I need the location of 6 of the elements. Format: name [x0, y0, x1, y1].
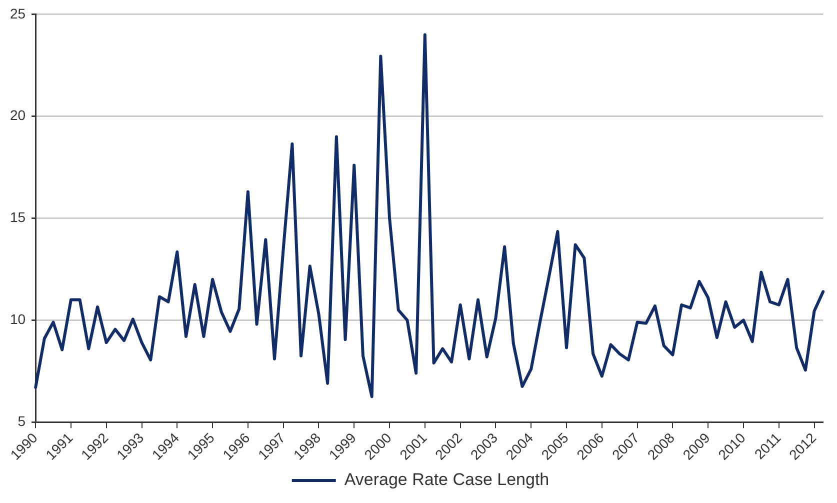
y-tick-label: 25 [10, 5, 26, 22]
y-tick-label: 5 [18, 412, 26, 429]
legend-label: Average Rate Case Length [344, 470, 550, 490]
y-tick-label: 15 [10, 209, 26, 226]
y-tick-label: 20 [10, 107, 26, 124]
y-tick-label: 10 [10, 311, 26, 328]
